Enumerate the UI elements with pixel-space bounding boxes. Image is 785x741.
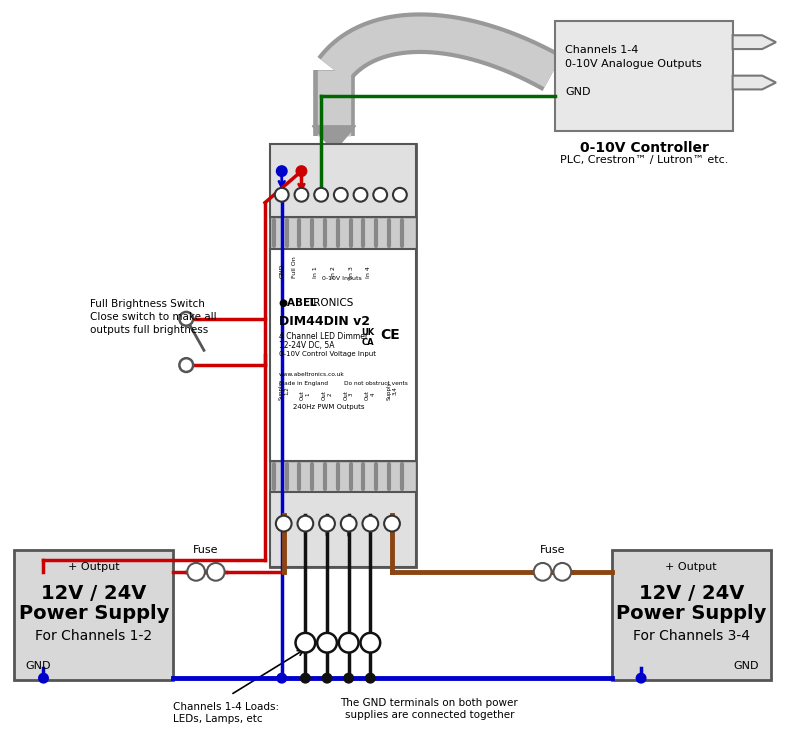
Text: UK
CA: UK CA [361,328,374,347]
FancyArrow shape [732,76,776,90]
Polygon shape [312,126,356,151]
Circle shape [39,674,48,682]
Bar [270,461,415,492]
Text: Close switch to make all: Close switch to make all [89,312,217,322]
Bar [270,217,415,249]
Text: Power Supply: Power Supply [616,605,766,623]
Circle shape [276,516,291,531]
Circle shape [319,516,335,531]
Circle shape [334,188,348,202]
Circle shape [353,188,367,202]
Text: In 1: In 1 [313,267,318,279]
Bar [612,550,771,680]
Circle shape [363,516,378,531]
Circle shape [297,166,306,176]
Circle shape [277,674,287,682]
Text: 12V / 24V: 12V / 24V [41,584,146,602]
Text: TRONICS: TRONICS [308,298,354,308]
Text: Full On: Full On [291,256,297,279]
Circle shape [323,674,331,682]
Text: For Channels 1-2: For Channels 1-2 [35,629,152,643]
Text: Supply
3,4: Supply 3,4 [386,381,397,399]
Circle shape [317,633,337,653]
Text: Out
4: Out 4 [365,390,376,399]
Circle shape [339,633,359,653]
Text: Out
1: Out 1 [300,390,311,399]
Circle shape [295,633,316,653]
Circle shape [207,563,225,581]
Circle shape [179,358,193,372]
Circle shape [298,516,313,531]
Text: ●ABEL: ●ABEL [279,298,318,308]
Text: In 2: In 2 [331,267,336,279]
Bar [556,21,732,130]
Circle shape [384,516,400,531]
Text: www.abeltronics.co.uk: www.abeltronics.co.uk [279,372,345,377]
Text: PLC, Crestron™ / Lutron™ etc.: PLC, Crestron™ / Lutron™ etc. [560,156,728,165]
Text: 0-10V Analogue Outputs: 0-10V Analogue Outputs [565,59,702,69]
Circle shape [345,674,353,682]
Bar [270,249,415,461]
Text: 4 Channel LED Dimmer: 4 Channel LED Dimmer [279,332,368,341]
Text: GND: GND [26,662,51,671]
Text: In 4: In 4 [367,267,371,279]
Circle shape [360,633,380,653]
Circle shape [294,188,309,202]
Text: Power Supply: Power Supply [19,605,169,623]
Text: For Channels 3-4: For Channels 3-4 [633,629,750,643]
Circle shape [374,188,387,202]
Text: outputs full brightness: outputs full brightness [89,325,208,335]
Bar [270,144,415,567]
Text: + Output: + Output [68,562,119,572]
Text: GND: GND [565,87,591,98]
Text: supplies are connected together: supplies are connected together [345,710,514,720]
Circle shape [366,674,374,682]
Text: Fuse: Fuse [193,545,219,555]
Text: Out
3: Out 3 [343,390,354,399]
Text: Out
2: Out 2 [322,390,332,399]
Text: 0-10V Controller: 0-10V Controller [579,141,709,155]
Bar [14,550,173,680]
Text: CE: CE [380,328,400,342]
Text: Full Brightness Switch: Full Brightness Switch [89,299,205,309]
Text: The GND terminals on both power: The GND terminals on both power [341,698,518,708]
Text: 0-10V Control Voltage Input: 0-10V Control Voltage Input [279,351,376,357]
Text: Made in England: Made in England [279,381,328,386]
Text: Supply
1,2: Supply 1,2 [279,381,289,399]
Text: In 3: In 3 [349,267,354,279]
Text: Channels 1-4: Channels 1-4 [565,45,639,55]
Text: Channels 1-4 Loads:: Channels 1-4 Loads: [173,702,279,712]
Circle shape [301,674,310,682]
Text: + Output: + Output [666,562,717,572]
Circle shape [637,674,645,682]
Bar [270,492,415,567]
Circle shape [393,188,407,202]
Text: GND: GND [279,264,285,279]
Text: DIM44DIN v2: DIM44DIN v2 [279,315,370,328]
Text: Do not obstruct vents: Do not obstruct vents [344,381,407,386]
Text: 12V / 24V: 12V / 24V [639,584,744,602]
Circle shape [179,312,193,326]
Circle shape [188,563,205,581]
Text: 240Hz PWM Outputs: 240Hz PWM Outputs [294,405,365,411]
Circle shape [534,563,552,581]
Bar [270,144,415,217]
FancyArrow shape [732,36,776,49]
Circle shape [341,516,356,531]
Circle shape [277,166,287,176]
Text: GND: GND [734,662,759,671]
Circle shape [314,188,328,202]
Text: 0-10V Inputs: 0-10V Inputs [322,276,362,282]
Text: Fuse: Fuse [540,545,565,555]
Text: LEDs, Lamps, etc: LEDs, Lamps, etc [173,714,263,724]
Circle shape [275,188,289,202]
Text: 12-24V DC, 5A: 12-24V DC, 5A [279,342,334,350]
Circle shape [553,563,571,581]
